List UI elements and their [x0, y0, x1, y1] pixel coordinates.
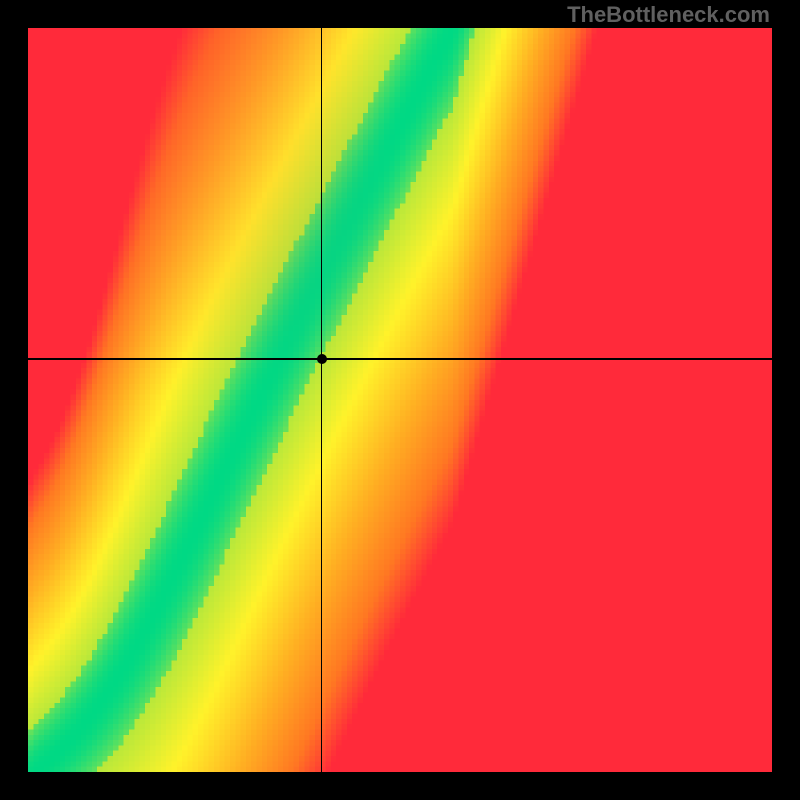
- crosshair-horizontal: [28, 358, 772, 359]
- watermark-text: TheBottleneck.com: [567, 2, 770, 28]
- crosshair-vertical: [321, 28, 322, 772]
- bottleneck-heatmap: [28, 28, 772, 772]
- crosshair-dot: [317, 354, 327, 364]
- chart-container: TheBottleneck.com: [0, 0, 800, 800]
